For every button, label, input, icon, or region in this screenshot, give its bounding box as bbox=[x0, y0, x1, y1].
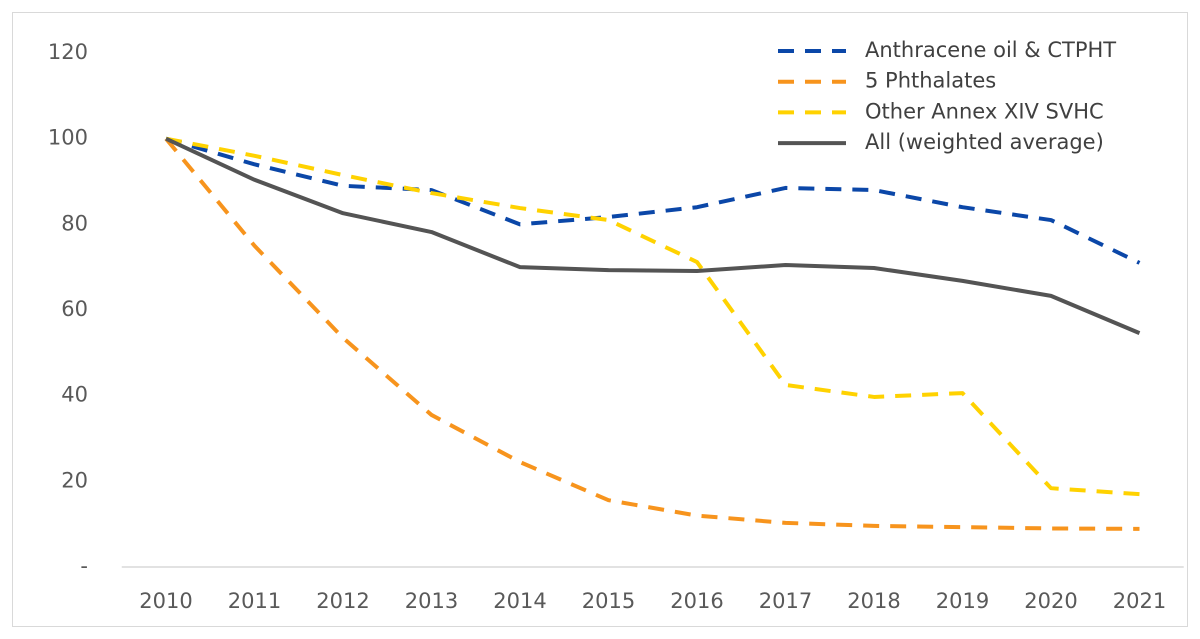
y-tick-label: 120 bbox=[48, 40, 88, 64]
y-tick-label: 40 bbox=[61, 383, 88, 407]
x-tick-label: 2018 bbox=[847, 589, 900, 613]
series-line bbox=[164, 137, 1140, 531]
y-tick-label: 20 bbox=[61, 468, 88, 492]
chart-frame bbox=[12, 12, 1188, 627]
y-tick-label: 100 bbox=[48, 126, 88, 150]
y-tick-label: - bbox=[80, 554, 88, 578]
x-tick-label: 2011 bbox=[228, 589, 281, 613]
y-tick-label: 80 bbox=[61, 211, 88, 235]
series-line bbox=[165, 136, 1140, 497]
x-tick-label: 2020 bbox=[1024, 589, 1077, 613]
x-tick-label: 2015 bbox=[582, 589, 635, 613]
series-line bbox=[165, 136, 1141, 265]
legend-label: All (weighted average) bbox=[865, 130, 1104, 154]
legend-label: Other Annex XIV SVHC bbox=[865, 99, 1104, 123]
legend-label: 5 Phthalates bbox=[865, 69, 996, 93]
x-tick-label: 2014 bbox=[493, 589, 546, 613]
x-tick-label: 2021 bbox=[1113, 589, 1166, 613]
legend-label: Anthracene oil & CTPHT bbox=[865, 38, 1116, 62]
x-tick-label: 2016 bbox=[670, 589, 723, 613]
series-line bbox=[165, 136, 1141, 335]
x-tick-label: 2012 bbox=[316, 589, 369, 613]
x-tick-label: 2019 bbox=[936, 589, 989, 613]
x-tick-label: 2013 bbox=[405, 589, 458, 613]
x-tick-label: 2017 bbox=[759, 589, 812, 613]
y-tick-label: 60 bbox=[61, 297, 88, 321]
x-tick-label: 2010 bbox=[139, 589, 192, 613]
